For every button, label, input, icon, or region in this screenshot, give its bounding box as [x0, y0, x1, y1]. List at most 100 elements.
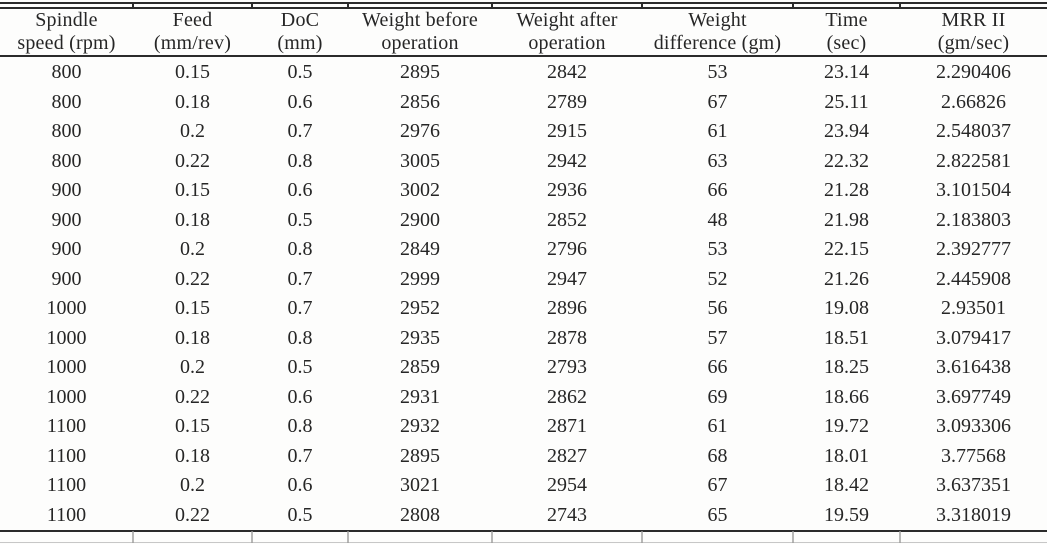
table-cell: 1100: [46, 503, 87, 526]
table-cell: 2900: [400, 208, 440, 231]
table-cell: 2.183803: [936, 208, 1011, 231]
table-cell: 2.822581: [936, 149, 1011, 172]
column-divider-tick: [792, 531, 794, 543]
table-row: 1100 0.22 0.5 2808 2743 65 19.59 3.318019: [0, 501, 1047, 531]
table-cell: 2936: [547, 179, 587, 201]
header-line: (gm/sec): [937, 32, 1010, 54]
column-divider-tick: [899, 531, 901, 543]
table-row: 1000 0.15 0.7 2952 2896 56 19.08 2.93501: [0, 294, 1047, 324]
table-cell: 2862: [547, 385, 587, 408]
table-cell: 2849: [400, 238, 440, 260]
table-cell: 61: [707, 415, 728, 437]
table-row: 900 0.2 0.8 2849 2796 53 22.15 2.392777: [0, 235, 1047, 265]
header-weight-after: Weight after operation: [492, 9, 642, 55]
table-cell: 3.093306: [936, 415, 1011, 437]
table-cell: 2871: [547, 415, 587, 437]
table-row: 1100 0.15 0.8 2932 2871 61 19.72 3.093306: [0, 412, 1047, 442]
header-doc: DoC (mm): [252, 9, 348, 55]
table-cell: 0.22: [175, 503, 210, 526]
table-cell: 2856: [400, 90, 440, 113]
table-cell: 67: [707, 90, 728, 113]
column-divider-tick: [641, 531, 643, 543]
table-cell: 56: [707, 297, 728, 319]
table-cell: 3.697749: [936, 385, 1011, 408]
table-cell: 2896: [547, 297, 587, 319]
table-cell: 3.101504: [936, 179, 1011, 201]
column-divider-tick: [491, 2, 493, 9]
column-divider-tick: [251, 2, 253, 9]
table-cell: 2895: [400, 444, 440, 467]
header-line: MRR II: [941, 9, 1006, 31]
table-cell: 1000: [46, 385, 87, 408]
header-line: speed (rpm): [17, 32, 116, 54]
table-cell: 0.5: [287, 61, 313, 83]
table-cell: 67: [707, 474, 728, 496]
table-header-row: Spindle speed (rpm) Feed (mm/rev) DoC (m…: [0, 9, 1047, 55]
table-cell: 18.01: [824, 444, 869, 467]
header-line: DoC: [280, 9, 320, 31]
table-cell: 0.18: [175, 208, 210, 231]
table-cell: 21.28: [824, 179, 869, 201]
table-cell: 2878: [547, 326, 587, 349]
table-row: 1000 0.22 0.6 2931 2862 69 18.66 3.697749: [0, 383, 1047, 413]
table-cell: 21.98: [824, 208, 869, 231]
column-divider-tick: [641, 2, 643, 9]
table-cell: 0.2: [180, 238, 205, 260]
table-cell: 0.15: [175, 297, 210, 319]
header-line: Time: [825, 9, 868, 31]
table-cell: 3.77568: [941, 444, 1006, 467]
table-cell: 800: [51, 61, 82, 83]
table-top-rule-lower: [0, 7, 1047, 9]
table-cell: 21.26: [824, 267, 869, 290]
table-cell: 1000: [46, 326, 87, 349]
column-divider-tick: [792, 2, 794, 9]
table-cell: 3002: [400, 179, 440, 201]
column-divider-tick: [132, 2, 134, 9]
table-cell: 2935: [400, 326, 440, 349]
table-cell: 2808: [400, 503, 440, 526]
table-cell: 0.2: [180, 120, 205, 142]
table-cell: 66: [707, 179, 728, 201]
header-line: (sec): [826, 32, 867, 54]
table-cell: 53: [707, 61, 728, 83]
table-cell: 2932: [400, 415, 440, 437]
table-body: 800 0.15 0.5 2895 2842 53 23.14 2.290406 800 0.18…: [0, 58, 1047, 530]
header-line: Feed: [172, 9, 213, 31]
header-weight-before: Weight before operation: [348, 9, 492, 55]
table-cell: 0.6: [287, 90, 313, 113]
header-line: difference (gm): [653, 32, 782, 54]
table-cell: 900: [51, 238, 82, 260]
table-row: 800 0.15 0.5 2895 2842 53 23.14 2.290406: [0, 58, 1047, 88]
table-cell: 2.93501: [941, 297, 1006, 319]
table-cell: 0.18: [175, 326, 210, 349]
table-cell: 65: [707, 503, 728, 526]
table-cell: 2999: [400, 267, 440, 290]
table-cell: 0.6: [287, 179, 313, 201]
table-cell: 2827: [547, 444, 587, 467]
table-cell: 19.72: [824, 415, 869, 437]
table-cell: 0.18: [175, 90, 210, 113]
table-cell: 0.8: [287, 238, 313, 260]
header-line: operation: [381, 32, 459, 54]
table-cell: 2852: [547, 208, 587, 231]
table-cell: 68: [707, 444, 728, 467]
table-cell: 66: [707, 356, 728, 378]
table-cell: 0.5: [287, 208, 313, 231]
table-cell: 2895: [400, 61, 440, 83]
table-cell: 0.5: [287, 503, 313, 526]
table-cell: 3005: [400, 149, 440, 172]
table-cell: 0.8: [287, 149, 313, 172]
table-cell: 18.51: [824, 326, 869, 349]
table-cell: 61: [707, 120, 728, 142]
header-line: Weight: [688, 9, 747, 31]
table-cell: 25.11: [824, 90, 869, 113]
table-cell: 19.08: [824, 297, 869, 319]
table-cell: 0.7: [287, 120, 313, 142]
table-bottom-rule-upper: [0, 530, 1047, 532]
table-cell: 3.079417: [936, 326, 1011, 349]
header-mrr: MRR II (gm/sec): [900, 9, 1047, 55]
table-cell: 0.7: [287, 297, 313, 319]
table-cell: 0.6: [287, 385, 313, 408]
table-cell: 2842: [547, 61, 587, 83]
table-cell: 0.2: [180, 474, 205, 496]
